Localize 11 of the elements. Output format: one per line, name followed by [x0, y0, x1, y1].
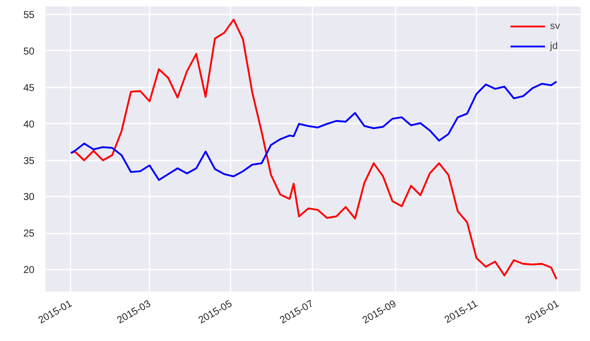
legend-label: jd: [550, 40, 559, 52]
y-tick-label: 50: [23, 46, 35, 58]
y-tick-label: 20: [23, 265, 35, 276]
y-tick-label: 45: [23, 82, 35, 94]
y-tick-label: 35: [23, 156, 35, 167]
y-tick-label: 25: [23, 228, 35, 240]
line-series: [70, 80, 558, 181]
y-tick-label: 55: [23, 10, 35, 22]
y-tick-label: 40: [23, 119, 35, 130]
y-tick-label: 30: [23, 192, 35, 204]
legend-label: sv: [550, 20, 561, 32]
